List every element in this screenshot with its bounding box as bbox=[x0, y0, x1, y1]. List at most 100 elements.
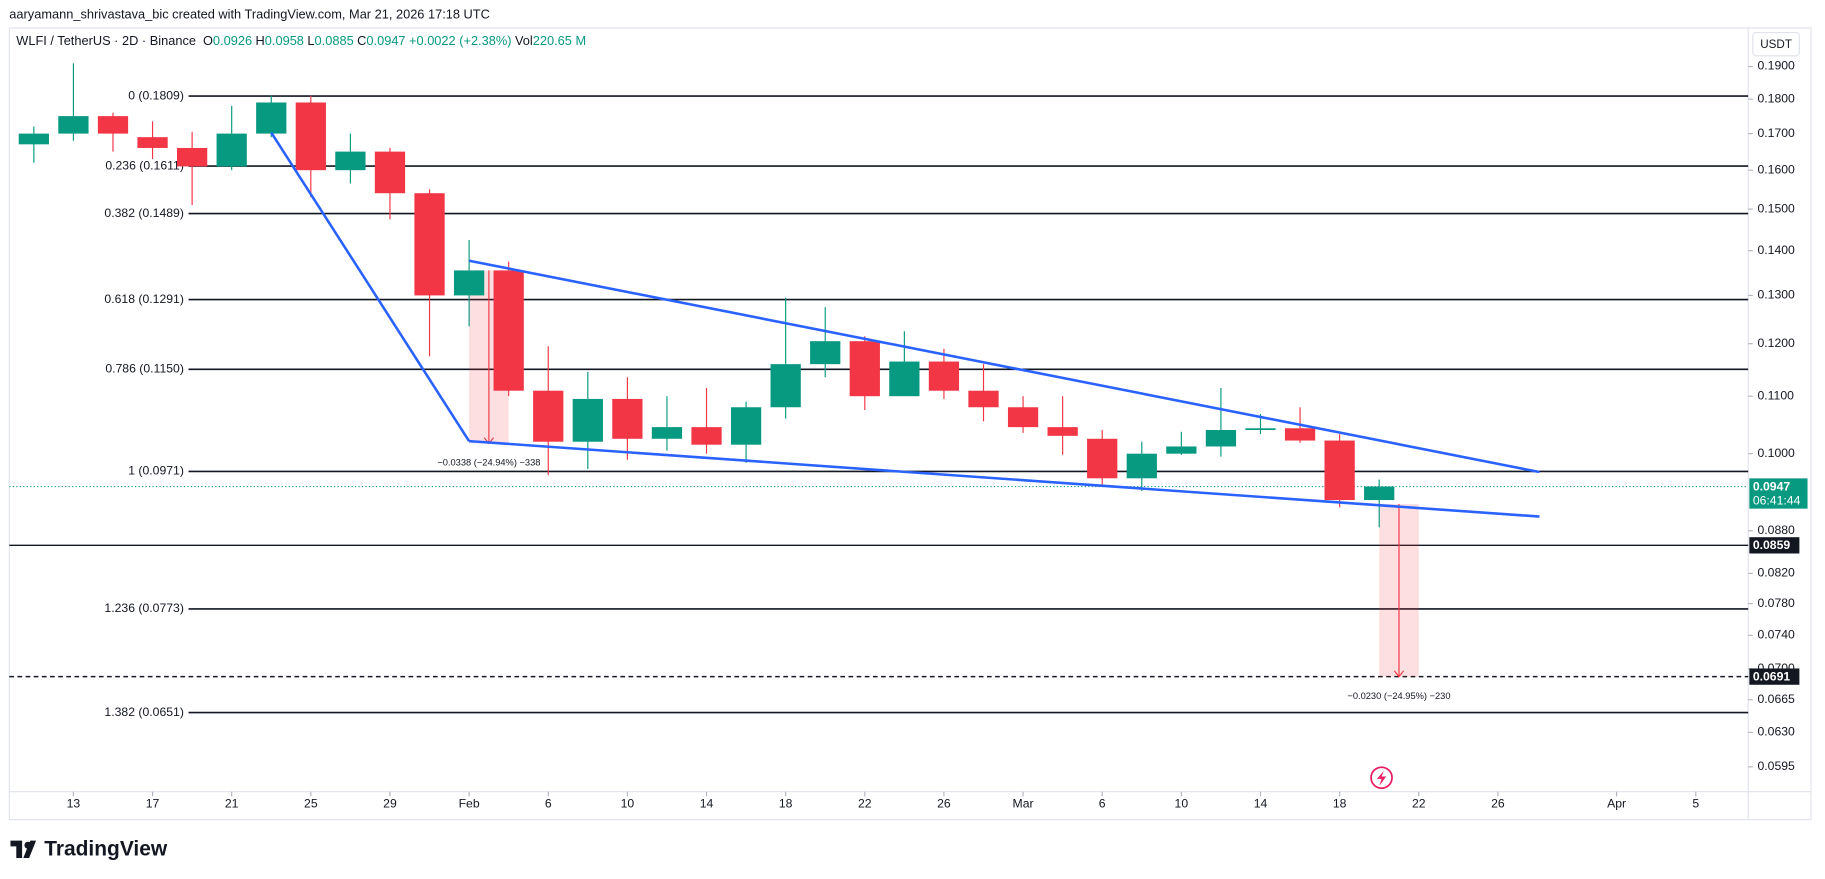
candle-body bbox=[374, 151, 406, 194]
x-tick-label: 10 bbox=[1175, 797, 1189, 811]
legend-key: L bbox=[307, 33, 314, 48]
candle-body bbox=[335, 151, 366, 171]
last-price-label: 0.0947 bbox=[1753, 479, 1791, 493]
candle-body bbox=[1087, 438, 1118, 479]
credit: aaryamann_shrivastava_bic created with T… bbox=[9, 7, 490, 22]
candle-body bbox=[1245, 428, 1276, 431]
candle-body bbox=[572, 398, 603, 442]
price-line-box bbox=[1749, 668, 1800, 685]
y-tick-label: 0.1100 bbox=[1757, 388, 1794, 402]
fib-label: 0.236 (0.1611) bbox=[105, 158, 184, 172]
x-tick-label: 14 bbox=[700, 797, 714, 811]
trendline bbox=[469, 439, 1540, 518]
x-tick-label: 26 bbox=[937, 797, 951, 811]
price-line-box bbox=[1749, 537, 1800, 554]
candle-body bbox=[1364, 486, 1395, 501]
x-tick-label: 13 bbox=[67, 797, 81, 811]
candle-body bbox=[256, 102, 287, 134]
x-tick-label: Mar bbox=[1013, 797, 1034, 811]
x-tick-label: Feb bbox=[459, 797, 480, 811]
symbol-legend: WLFI / TetherUS · 2D · Binance O0.0926 H0.… bbox=[16, 33, 586, 48]
y-tick-label: 0.1800 bbox=[1757, 91, 1795, 105]
candle-body bbox=[691, 427, 722, 445]
x-tick-label: 22 bbox=[1412, 797, 1426, 811]
candle-body bbox=[1047, 427, 1078, 436]
brand: TradingView bbox=[44, 837, 168, 860]
x-tick-label: 6 bbox=[545, 797, 552, 811]
candle-body bbox=[414, 193, 445, 296]
logo-dot bbox=[24, 841, 32, 849]
y-tick-label: 0.1200 bbox=[1757, 336, 1795, 350]
y-tick-label: 0.0780 bbox=[1757, 596, 1795, 610]
candle-body bbox=[968, 390, 999, 408]
candle-body bbox=[810, 341, 841, 365]
x-tick-label: 26 bbox=[1491, 797, 1505, 811]
legend-value: 0.0926 bbox=[213, 33, 252, 48]
candle-body bbox=[770, 364, 801, 408]
x-tick-label: 29 bbox=[383, 797, 397, 811]
candle-body bbox=[1284, 428, 1316, 441]
y-tick-label: 0.1000 bbox=[1757, 446, 1795, 460]
price-line-label: 0.0691 bbox=[1753, 669, 1791, 683]
x-tick-label: 18 bbox=[1333, 797, 1347, 811]
legend-value: 0.0958 bbox=[265, 33, 304, 48]
last-price-box bbox=[1749, 478, 1808, 509]
x-tick-label: 14 bbox=[1254, 797, 1268, 811]
legend-key: O bbox=[203, 33, 213, 48]
candle-body bbox=[1166, 446, 1197, 454]
candle-body bbox=[295, 102, 326, 171]
x-tick-label: Apr bbox=[1607, 797, 1626, 811]
fib-label: 0.618 (0.1291) bbox=[104, 292, 183, 306]
price-line-label: 0.0859 bbox=[1753, 538, 1791, 552]
candle-body bbox=[176, 147, 208, 167]
y-tick-label: 0.0740 bbox=[1757, 628, 1795, 642]
measure-arrowhead bbox=[1393, 670, 1405, 678]
legend-volume-key: Vol bbox=[515, 33, 533, 48]
x-tick-label: 18 bbox=[779, 797, 793, 811]
candle-body bbox=[1126, 453, 1157, 479]
x-tick-label: 10 bbox=[621, 797, 635, 811]
candle-body bbox=[889, 361, 920, 397]
trendline bbox=[270, 131, 471, 442]
y-tick-label: 0.0665 bbox=[1757, 692, 1795, 706]
alert-icon[interactable] bbox=[1370, 766, 1393, 790]
fib-label: 1.236 (0.0773) bbox=[104, 601, 183, 615]
y-tick-label: 0.1900 bbox=[1757, 59, 1795, 73]
y-tick-label: 0.1700 bbox=[1757, 126, 1795, 140]
x-tick-label: 6 bbox=[1099, 797, 1106, 811]
y-tick-label: 0.1300 bbox=[1757, 288, 1795, 302]
candle-body bbox=[493, 270, 524, 391]
candle-body bbox=[651, 427, 683, 439]
fib-label: 1.382 (0.0651) bbox=[104, 705, 183, 719]
y-tick-label: 0.1500 bbox=[1757, 201, 1795, 215]
y-tick-label: 0.1600 bbox=[1757, 162, 1795, 176]
currency-box[interactable] bbox=[1752, 32, 1800, 57]
fib-label: 0 (0.1809) bbox=[128, 88, 184, 102]
x-tick-label: 22 bbox=[858, 797, 872, 811]
trendline bbox=[468, 259, 1540, 474]
x-tick-label: 17 bbox=[146, 797, 160, 811]
y-tick-label: 0.0630 bbox=[1757, 725, 1795, 739]
legend-key: C bbox=[357, 33, 366, 48]
candle-body bbox=[612, 398, 643, 439]
candle-body bbox=[928, 361, 960, 391]
alert-bolt bbox=[1376, 770, 1387, 786]
currency: USDT bbox=[1760, 38, 1792, 51]
legend-value: 0.0885 bbox=[315, 33, 354, 48]
logo bbox=[10, 840, 37, 859]
x-tick-label: 21 bbox=[225, 797, 239, 811]
fib-label: 0.786 (0.1150) bbox=[105, 362, 184, 376]
fib-label: 0.382 (0.1489) bbox=[104, 206, 183, 220]
measure-label: −0.0338 (−24.94%) −338 bbox=[437, 458, 540, 468]
candle-body bbox=[533, 390, 564, 442]
candle-body bbox=[730, 407, 762, 445]
legend-change: +0.0022 (+2.38%) bbox=[409, 33, 511, 48]
x-tick-label: 25 bbox=[304, 797, 318, 811]
candle-body bbox=[216, 133, 247, 167]
candle-body bbox=[849, 341, 880, 397]
fib-label: 1 (0.0971) bbox=[128, 464, 184, 478]
legend-volume: 220.65 M bbox=[533, 33, 586, 48]
symbol: WLFI / TetherUS · 2D · Binance bbox=[16, 33, 196, 48]
